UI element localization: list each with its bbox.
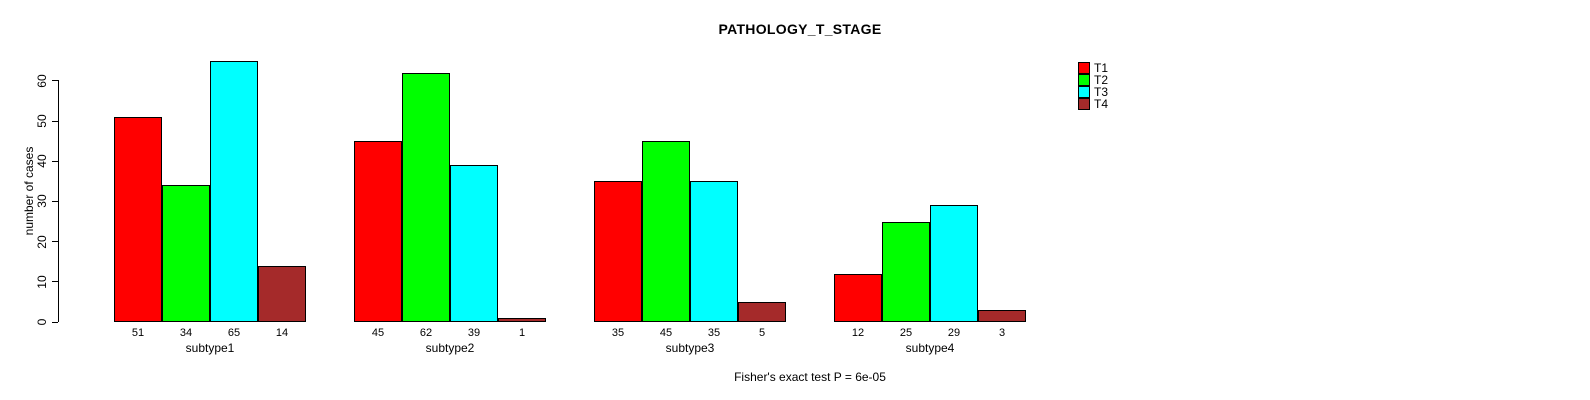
bar-value-label: 35: [611, 327, 625, 339]
bar-subtype2-T2: [402, 73, 450, 322]
y-tick-label: 60: [35, 74, 49, 88]
annotation-text: Fisher's exact test P = 6e-05: [734, 370, 886, 384]
bar-value-label: 5: [758, 327, 766, 339]
legend-row-T3: T3: [1078, 86, 1108, 98]
bar-subtype3-T1: [594, 181, 642, 322]
bar-subtype2-T3: [450, 165, 498, 322]
bar-value-label: 35: [707, 327, 721, 339]
y-tick-label: 0: [35, 318, 49, 326]
y-axis-line: [58, 80, 59, 322]
bar-value-label: 39: [467, 327, 481, 339]
y-tick-label: 50: [35, 114, 49, 128]
bar-value-label: 14: [275, 327, 289, 339]
bar-subtype1-T2: [162, 185, 210, 322]
bar-value-label: 34: [179, 327, 193, 339]
bar-subtype4-T3: [930, 205, 978, 322]
group-label-subtype3: subtype3: [665, 341, 715, 355]
y-tick-mark: [52, 80, 58, 82]
bar-value-label: 51: [131, 327, 145, 339]
y-tick-mark: [52, 241, 58, 243]
y-tick-mark: [52, 120, 58, 122]
bar-subtype4-T4: [978, 310, 1026, 322]
y-axis-label: number of cases: [22, 146, 36, 236]
legend-swatch-T2: [1078, 74, 1090, 86]
bar-subtype3-T3: [690, 181, 738, 322]
legend-row-T4: T4: [1078, 98, 1108, 110]
y-tick-label: 10: [35, 275, 49, 289]
bar-value-label: 25: [899, 327, 913, 339]
y-tick-mark: [52, 200, 58, 202]
bar-subtype1-T4: [258, 266, 306, 322]
chart-title: PATHOLOGY_T_STAGE: [718, 21, 882, 37]
bar-subtype3-T4: [738, 302, 786, 322]
legend-label: T4: [1094, 97, 1109, 111]
y-tick-label: 40: [35, 154, 49, 168]
bar-value-label: 45: [659, 327, 673, 339]
y-tick-label: 20: [35, 234, 49, 249]
bar-value-label: 45: [371, 327, 385, 339]
group-label-subtype4: subtype4: [905, 341, 955, 355]
legend-swatch-T1: [1078, 62, 1090, 74]
bar-value-label: 65: [227, 327, 241, 339]
y-tick-mark: [52, 321, 58, 323]
bar-subtype1-T3: [210, 61, 258, 322]
legend-label: T3: [1094, 85, 1109, 99]
bar-subtype1-T1: [114, 117, 162, 322]
legend-row-T1: T1: [1078, 62, 1108, 74]
legend-label: T2: [1094, 73, 1109, 87]
bar-subtype4-T2: [882, 222, 930, 322]
legend-label: T1: [1094, 61, 1109, 75]
bar-value-label: 29: [947, 327, 961, 339]
legend-swatch-T3: [1078, 86, 1090, 98]
group-label-subtype2: subtype2: [425, 341, 475, 355]
bar-value-label: 62: [419, 327, 433, 339]
bar-value-label: 1: [518, 327, 526, 339]
legend-swatch-T4: [1078, 98, 1090, 110]
y-tick-mark: [52, 281, 58, 283]
y-tick-mark: [52, 160, 58, 162]
bar-subtype3-T2: [642, 141, 690, 322]
bar-subtype4-T1: [834, 274, 882, 322]
bar-value-label: 3: [998, 327, 1006, 339]
group-label-subtype1: subtype1: [185, 341, 235, 355]
legend-row-T2: T2: [1078, 74, 1108, 86]
bar-subtype2-T4: [498, 318, 546, 322]
y-tick-label: 30: [35, 194, 49, 209]
bar-value-label: 12: [851, 327, 865, 339]
legend: T1 T2 T3 T4: [1078, 62, 1108, 110]
bar-subtype2-T1: [354, 141, 402, 322]
